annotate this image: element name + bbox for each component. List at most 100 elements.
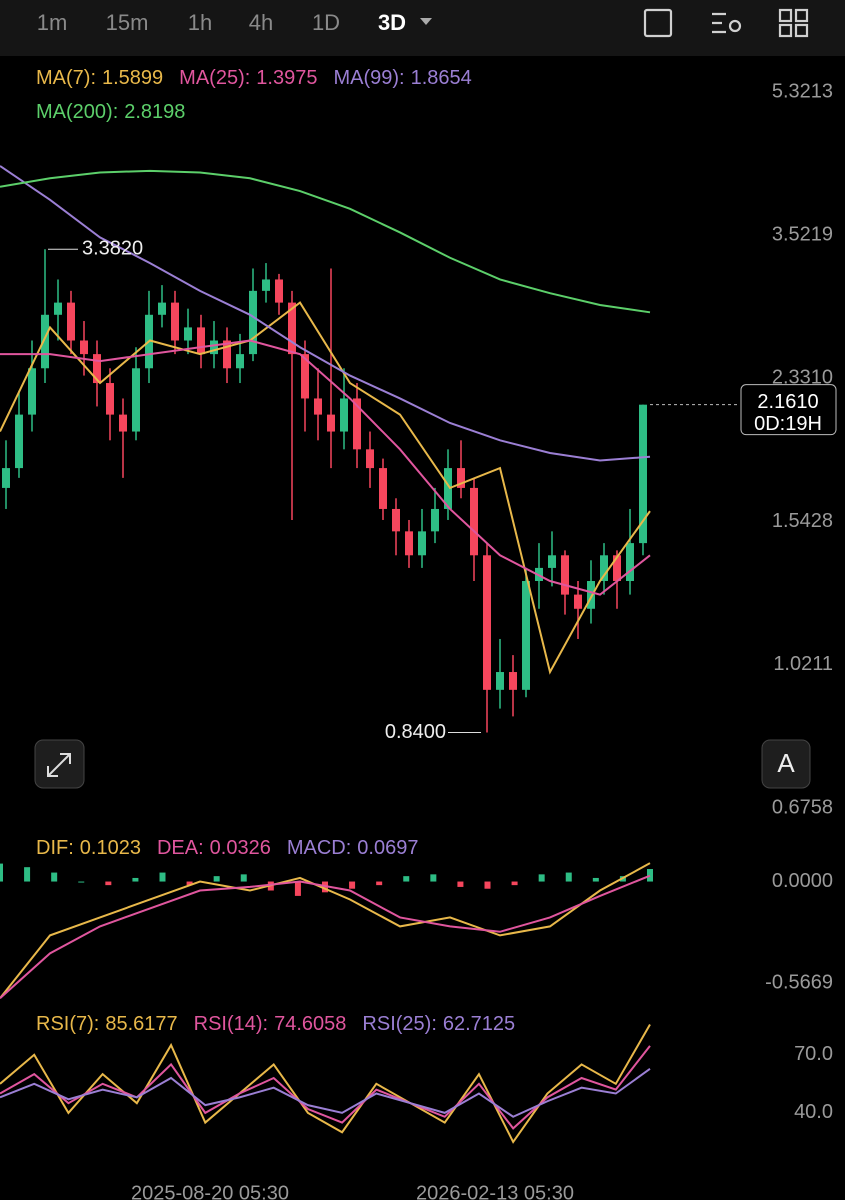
macd-bar xyxy=(647,869,653,882)
interval-tab[interactable]: 1m xyxy=(37,10,68,35)
legend-entry: MA(7): 1.5899 xyxy=(36,67,163,89)
high-label: 3.3820 xyxy=(82,238,143,260)
y-tick: 2.3310 xyxy=(772,367,833,389)
candle-body xyxy=(158,302,166,315)
candle-body xyxy=(197,327,205,355)
indicator-line xyxy=(0,874,651,999)
candle-body xyxy=(496,672,504,690)
dropdown-arrow xyxy=(420,18,432,25)
icon-layout[interactable] xyxy=(778,8,793,23)
candle-body xyxy=(392,508,400,532)
candle-body xyxy=(106,383,114,415)
candle-body xyxy=(509,672,517,690)
legend-value: 0.1023 xyxy=(80,837,141,859)
macd-bar xyxy=(294,881,301,896)
candle-body xyxy=(54,302,62,315)
macd-bar xyxy=(484,881,491,889)
indicator-line xyxy=(0,169,651,314)
interval-tab[interactable]: 4h xyxy=(249,10,273,35)
y-tick-label: -0.5669 xyxy=(765,972,833,994)
candle-body xyxy=(613,555,621,582)
y-tick-label: 5.3213 xyxy=(772,80,833,102)
macd-bar xyxy=(105,881,112,886)
indicator-line xyxy=(0,1045,651,1130)
candle-body xyxy=(561,555,569,595)
candle-body xyxy=(288,302,296,355)
auto-scale-button[interactable]: A xyxy=(761,739,811,789)
legend-entry: DEA: 0.0326 xyxy=(157,837,271,859)
icon-settings[interactable] xyxy=(712,12,726,34)
candle-body xyxy=(41,314,49,369)
interval-tab[interactable]: 1h xyxy=(188,10,212,35)
candle-body xyxy=(366,449,374,469)
legend-entry: RSI(25): 62.7125 xyxy=(362,1013,515,1035)
expand-button[interactable] xyxy=(34,739,85,789)
legend-value: 2.8198 xyxy=(124,101,185,123)
legend-value: 1.3975 xyxy=(256,67,317,89)
interval-tab[interactable]: 1D xyxy=(312,10,340,35)
candle-body xyxy=(67,302,75,341)
y-tick: 0.6758 xyxy=(772,796,833,818)
macd-bar xyxy=(213,876,220,882)
x-tick-label: 2025-08-20 05:30 xyxy=(131,1182,289,1200)
legend-value: 1.8654 xyxy=(411,67,472,89)
candle-body xyxy=(340,398,348,432)
candle-body xyxy=(600,555,608,582)
candle-body xyxy=(431,508,439,532)
interval-tab[interactable]: 15m xyxy=(106,10,149,35)
low-label: 0.8400 xyxy=(385,721,446,743)
legend-entry: DIF: 0.1023 xyxy=(36,837,141,859)
indicator-line xyxy=(0,1068,651,1118)
legend-entry: MA(25): 1.3975 xyxy=(179,67,317,89)
candle-body xyxy=(574,594,582,609)
macd-bar xyxy=(24,867,31,882)
candle-body xyxy=(223,340,231,369)
candle-body xyxy=(80,340,88,355)
candle-body xyxy=(249,290,257,355)
icon-fullscreen[interactable] xyxy=(643,8,673,38)
y-tick-label: 1.5428 xyxy=(772,510,833,532)
y-tick: 1.5428 xyxy=(772,510,833,532)
candle-body xyxy=(522,581,530,690)
macd-bar xyxy=(538,874,545,882)
legend-name: RSI(25): xyxy=(362,1013,436,1035)
legend-name: RSI(7): xyxy=(36,1013,99,1035)
candle-body xyxy=(353,398,361,450)
legend-name: DEA: xyxy=(157,837,204,859)
last-price-label: 2.1610 xyxy=(757,391,818,413)
legend-entry: MA(99): 1.8654 xyxy=(333,67,471,89)
legend-value: 74.6058 xyxy=(274,1013,346,1035)
legend-entry: RSI(14): 74.6058 xyxy=(194,1013,347,1035)
candle-body xyxy=(171,302,179,341)
y-tick-label: 0.6758 xyxy=(772,796,833,818)
y-tick-label: 2.3310 xyxy=(772,367,833,389)
y-tick: 1.0211 xyxy=(773,653,833,675)
candle-body xyxy=(457,468,465,488)
interval-tab[interactable]: 3D xyxy=(378,10,406,35)
candle-body xyxy=(301,354,309,399)
candle-body xyxy=(418,531,426,556)
macd-bar xyxy=(457,881,464,887)
legend-value: 0.0326 xyxy=(210,837,271,859)
y-tick: 3.5219 xyxy=(772,223,833,245)
macd-bar xyxy=(132,877,139,882)
candle-body xyxy=(639,404,647,544)
last-price-box xyxy=(740,384,837,436)
candle-body xyxy=(444,468,452,509)
candle-body xyxy=(314,398,322,415)
toolbar-icons xyxy=(643,8,809,38)
x-tick-label: 2026-02-13 05:30 xyxy=(416,1182,574,1200)
legend-name: MA(99): xyxy=(333,67,404,89)
legend-entry: MACD: 0.0697 xyxy=(287,837,419,859)
macd-bar xyxy=(376,881,383,886)
candle-body xyxy=(626,543,634,582)
y-tick-label: 3.5219 xyxy=(772,223,833,245)
macd-bar xyxy=(403,876,410,882)
indicator-line xyxy=(0,862,651,999)
candle-body xyxy=(327,414,335,432)
indicator-line xyxy=(0,1023,651,1144)
candle-body xyxy=(28,368,36,415)
y-tick-label: 70.0 xyxy=(794,1043,833,1065)
